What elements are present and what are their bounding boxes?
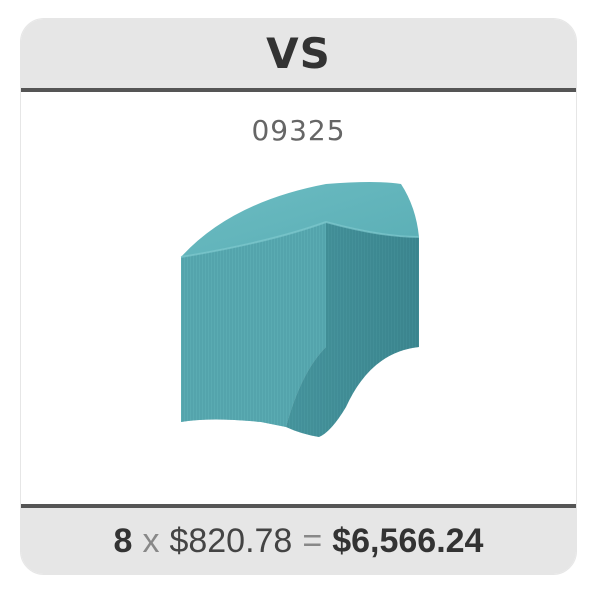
equals-symbol: =: [302, 521, 323, 560]
product-sku: 09325: [251, 114, 346, 147]
multiply-symbol: x: [142, 521, 160, 560]
curved-ottoman-icon: [180, 182, 420, 437]
card-body: 09325: [21, 92, 576, 508]
card-header: VS: [21, 19, 576, 92]
unit-price: $820.78: [169, 521, 293, 560]
total-price: $6,566.24: [332, 521, 484, 560]
product-card: VS 09325: [20, 18, 577, 575]
brand-logo: VS: [266, 28, 331, 78]
price-summary: 8 x $820.78 = $6,566.24: [21, 504, 576, 574]
quantity-value: 8: [113, 521, 133, 560]
